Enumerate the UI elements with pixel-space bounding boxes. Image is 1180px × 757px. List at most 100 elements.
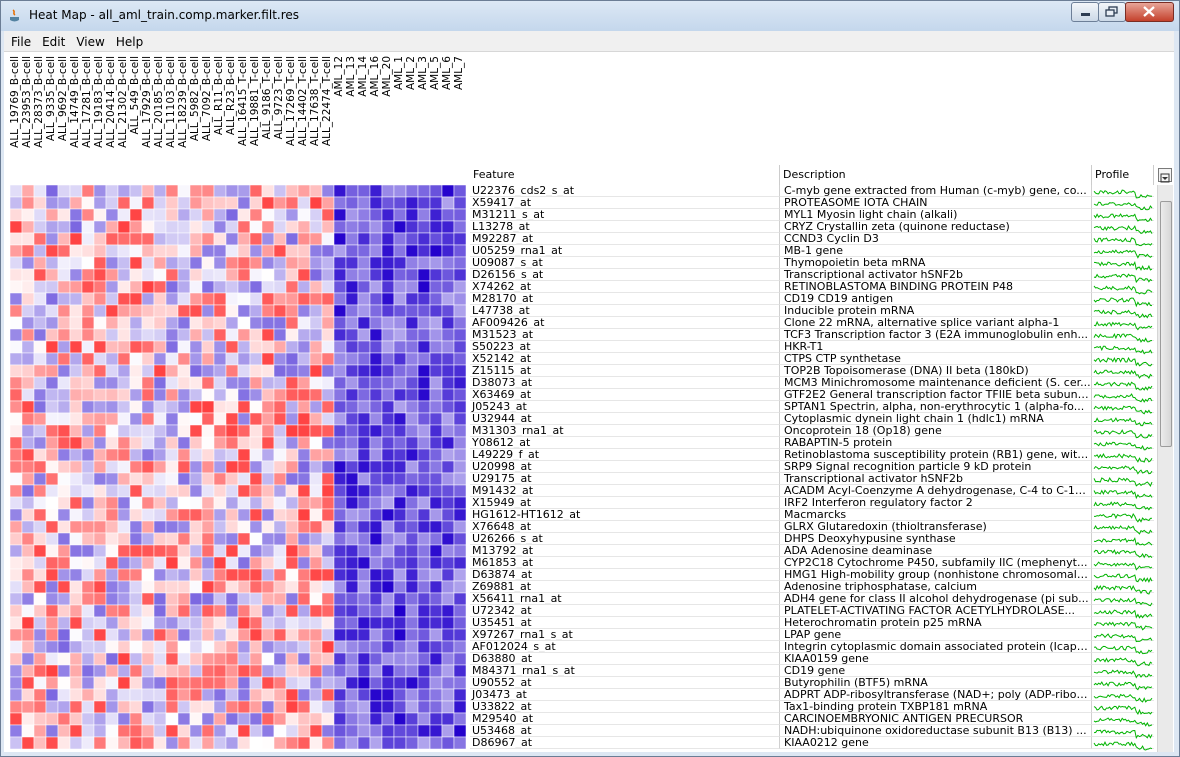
heat-map-cell[interactable] bbox=[441, 460, 455, 474]
heat-map-cell[interactable] bbox=[213, 604, 227, 618]
heat-map-cell[interactable] bbox=[381, 340, 395, 354]
heat-map-cell[interactable] bbox=[369, 640, 383, 654]
heat-map-cell[interactable] bbox=[261, 220, 275, 234]
heat-map-cell[interactable] bbox=[93, 424, 107, 438]
heat-map-cell[interactable] bbox=[21, 448, 35, 462]
heat-map-cell[interactable] bbox=[417, 712, 431, 726]
heat-map-cell[interactable] bbox=[249, 232, 263, 246]
heat-map-cell[interactable] bbox=[357, 544, 371, 558]
heat-map-cell[interactable] bbox=[333, 532, 347, 546]
heat-map-cell[interactable] bbox=[417, 268, 431, 282]
heat-map-cell[interactable] bbox=[21, 244, 35, 258]
heat-map-cell[interactable] bbox=[225, 244, 239, 258]
table-row[interactable]: M61853_at CYP2C18 Cytochrome P450, subfam… bbox=[470, 557, 1154, 571]
heat-map-cell[interactable] bbox=[285, 580, 299, 594]
heat-map-cell[interactable] bbox=[333, 676, 347, 690]
heat-map-cell[interactable] bbox=[213, 196, 227, 210]
heat-map-cell[interactable] bbox=[429, 592, 443, 606]
heat-map-cell[interactable] bbox=[177, 712, 191, 726]
heat-map-cell[interactable] bbox=[189, 508, 203, 522]
heat-map-cell[interactable] bbox=[153, 232, 167, 246]
heat-map-cell[interactable] bbox=[10, 185, 23, 198]
heat-map-cell[interactable] bbox=[297, 244, 311, 258]
heat-map-cell[interactable] bbox=[153, 676, 167, 690]
heat-map-cell[interactable] bbox=[297, 388, 311, 402]
heat-map-cell[interactable] bbox=[405, 292, 419, 306]
heat-map-cell[interactable] bbox=[45, 580, 59, 594]
heat-map-cell[interactable] bbox=[285, 436, 299, 450]
heat-map-cell[interactable] bbox=[249, 544, 263, 558]
heat-map-cell[interactable] bbox=[57, 472, 71, 486]
heat-map-cell[interactable] bbox=[369, 232, 383, 246]
heat-map-cell[interactable] bbox=[81, 328, 95, 342]
heat-map-cell[interactable] bbox=[33, 508, 47, 522]
heat-map-cell[interactable] bbox=[189, 736, 203, 750]
heat-map-cell[interactable] bbox=[189, 616, 203, 630]
heat-map-cell[interactable] bbox=[165, 244, 179, 258]
heat-map-cell[interactable] bbox=[81, 604, 95, 618]
heat-map-cell[interactable] bbox=[417, 316, 431, 330]
heat-map-cell[interactable] bbox=[201, 568, 215, 582]
heat-map-cell[interactable] bbox=[81, 736, 95, 750]
heat-map-cell[interactable] bbox=[345, 508, 359, 522]
heat-map-cell[interactable] bbox=[405, 556, 419, 570]
heat-map-cell[interactable] bbox=[381, 196, 395, 210]
heat-map-cell[interactable] bbox=[369, 688, 383, 702]
heat-map-cell[interactable] bbox=[345, 256, 359, 270]
heat-map-cell[interactable] bbox=[57, 268, 71, 282]
heat-map-cell[interactable] bbox=[273, 328, 287, 342]
heat-map-cell[interactable] bbox=[273, 712, 287, 726]
heat-map-cell[interactable] bbox=[21, 592, 35, 606]
heat-map-cell[interactable] bbox=[117, 712, 131, 726]
heat-map-cell[interactable] bbox=[321, 460, 335, 474]
heat-map-cell[interactable] bbox=[45, 544, 59, 558]
heat-map-cell[interactable] bbox=[225, 736, 239, 750]
heat-map-cell[interactable] bbox=[69, 616, 83, 630]
heat-map-cell[interactable] bbox=[129, 268, 143, 282]
heat-map-cell[interactable] bbox=[381, 652, 395, 666]
heat-map-cell[interactable] bbox=[93, 376, 107, 390]
heat-map-cell[interactable] bbox=[297, 352, 311, 366]
heat-map-cell[interactable] bbox=[297, 568, 311, 582]
heat-map-cell[interactable] bbox=[441, 724, 455, 738]
heat-map-cell[interactable] bbox=[237, 532, 251, 546]
heat-map-cell[interactable] bbox=[441, 580, 455, 594]
heat-map-cell[interactable] bbox=[321, 556, 335, 570]
heat-map-cell[interactable] bbox=[45, 472, 59, 486]
heat-map-cell[interactable] bbox=[153, 364, 167, 378]
heat-map-cell[interactable] bbox=[153, 496, 167, 510]
heat-map-cell[interactable] bbox=[357, 580, 371, 594]
heat-map-cell[interactable] bbox=[441, 244, 455, 258]
heat-map-cell[interactable] bbox=[57, 280, 71, 294]
heat-map-cell[interactable] bbox=[189, 460, 203, 474]
heat-map-cell[interactable] bbox=[213, 424, 227, 438]
heat-map-cell[interactable] bbox=[261, 328, 275, 342]
heat-map-cell[interactable] bbox=[21, 580, 35, 594]
heat-map-cell[interactable] bbox=[417, 628, 431, 642]
heat-map-cell[interactable] bbox=[165, 412, 179, 426]
heat-map-cell[interactable] bbox=[333, 520, 347, 534]
heat-map-cell[interactable] bbox=[453, 304, 466, 318]
heat-map-cell[interactable] bbox=[357, 424, 371, 438]
heat-map-cell[interactable] bbox=[393, 424, 407, 438]
heat-map-cell[interactable] bbox=[33, 208, 47, 222]
heat-map-cell[interactable] bbox=[33, 592, 47, 606]
heat-map-cell[interactable] bbox=[177, 328, 191, 342]
heat-map-cell[interactable] bbox=[153, 400, 167, 414]
heat-map-cell[interactable] bbox=[405, 484, 419, 498]
heat-map-cell[interactable] bbox=[357, 364, 371, 378]
heat-map-cell[interactable] bbox=[33, 448, 47, 462]
heat-map-cell[interactable] bbox=[165, 292, 179, 306]
heat-map-cell[interactable] bbox=[117, 376, 131, 390]
heat-map-cell[interactable] bbox=[405, 268, 419, 282]
heat-map-cell[interactable] bbox=[10, 580, 23, 594]
heat-map-cell[interactable] bbox=[69, 688, 83, 702]
heat-map-cell[interactable] bbox=[309, 724, 323, 738]
heat-map-cell[interactable] bbox=[177, 412, 191, 426]
heat-map-cell[interactable] bbox=[357, 616, 371, 630]
heat-map-cell[interactable] bbox=[285, 220, 299, 234]
heat-map-cell[interactable] bbox=[225, 568, 239, 582]
heat-map-cell[interactable] bbox=[21, 640, 35, 654]
heat-map-cell[interactable] bbox=[333, 568, 347, 582]
heat-map-cell[interactable] bbox=[369, 436, 383, 450]
